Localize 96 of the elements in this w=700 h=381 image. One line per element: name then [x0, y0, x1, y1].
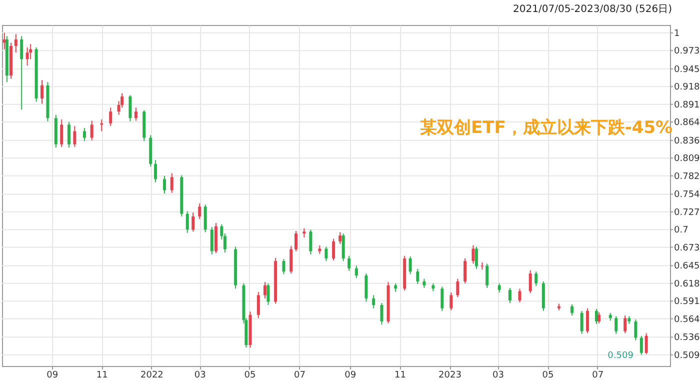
candlestick: [440, 286, 444, 312]
y-tick-label: 0.591: [674, 297, 700, 308]
y-tick-label: 0.618: [674, 279, 700, 290]
candlestick: [20, 36, 24, 110]
x-tick-label: 09: [344, 370, 356, 380]
text: 2021/07/05-2023/08/30 (526日): [513, 4, 672, 15]
candlestick: [450, 292, 453, 311]
candlestick: [486, 263, 489, 288]
y-tick-label: 0.891: [674, 100, 700, 110]
candlestick: [624, 315, 627, 334]
candlestick: [640, 335, 643, 356]
y-tick-label: 0.782: [674, 172, 700, 182]
y-tick-label: 0.836: [674, 136, 700, 146]
x-tick-label: 07: [592, 370, 604, 380]
candlestick: [198, 202, 202, 220]
candlestick: [67, 122, 70, 148]
candlestick: [474, 246, 478, 270]
candlestick: [154, 160, 158, 183]
candlestick: [498, 282, 501, 294]
candlestick: [90, 120, 94, 141]
x-tick-label: 2022: [140, 370, 164, 380]
y-tick-label: 0.645: [674, 262, 700, 272]
x-tick-label: 05: [542, 370, 554, 380]
y-tick-label: 0.673: [674, 243, 700, 254]
candlestick: [614, 316, 618, 334]
candlestick: [354, 265, 358, 279]
annotation: 某双创ETF，成立以来下跌-45%: [419, 118, 673, 138]
candlestick: [508, 287, 512, 304]
candlestick: [464, 258, 467, 284]
candlestick: [528, 270, 532, 294]
candlestick: [408, 256, 412, 275]
x-tick-label: 11: [96, 370, 108, 380]
candlestick: [256, 291, 260, 319]
y-tick-label: 0.754: [674, 190, 700, 200]
candlestick: [338, 232, 342, 245]
x-tick-label: 11: [394, 370, 406, 380]
candlestick: [580, 310, 584, 334]
x-tick-label: 07: [294, 370, 306, 380]
x-tick-label: 2023: [438, 370, 462, 380]
candlestick: [595, 308, 598, 325]
annotation: 0.509: [608, 350, 634, 361]
candlestick: [332, 238, 336, 261]
x-tick-label: 03: [492, 370, 504, 380]
candlestick: [348, 255, 351, 272]
candlestick: [192, 212, 195, 232]
candlestick: [372, 294, 376, 309]
candlestick: [73, 125, 76, 148]
candlestick: [324, 246, 328, 262]
candlestick: [204, 204, 207, 233]
candlestick: [282, 258, 286, 275]
candlestick: [186, 210, 189, 234]
candlestick: [416, 268, 420, 285]
x-tick-label: 05: [244, 370, 256, 380]
candlestick: [380, 302, 384, 326]
candlestick: [82, 127, 86, 142]
candlestick: [14, 34, 18, 54]
candlestick: [302, 228, 306, 238]
candlestick: [40, 80, 44, 104]
y-tick-label: 0.564: [674, 314, 700, 325]
candlestick: [60, 118, 64, 148]
candlestick: [518, 288, 522, 303]
candlestick: [294, 230, 298, 252]
candlestick: [472, 244, 475, 264]
candlestick: [634, 318, 638, 341]
candlestick: [210, 226, 214, 256]
y-tick-label: 0.536: [674, 333, 700, 344]
y-tick-label: 0.918: [674, 82, 700, 93]
candlestick: [134, 107, 138, 122]
candlestick: [342, 233, 345, 262]
x-tick-label: 09: [46, 370, 58, 380]
y-tick-label: 0.727: [674, 208, 700, 218]
candlestick: [644, 332, 648, 355]
candlestick: [364, 273, 368, 302]
y-tick-label: 0.509: [674, 350, 700, 361]
x-tick-label: 03: [194, 370, 206, 380]
candlestick: [163, 175, 166, 194]
candlestick: [26, 46, 29, 66]
y-tick-label: 0.864: [674, 118, 700, 128]
candlestick: [263, 282, 266, 299]
candlestick: [266, 282, 270, 306]
candlestick: [456, 278, 460, 298]
y-tick-label: 0.973: [674, 46, 700, 57]
candlestick: [170, 172, 174, 194]
candlestick: [570, 304, 574, 316]
candlestick: [586, 308, 590, 334]
candlestick: [534, 271, 538, 286]
candlestick: [128, 94, 132, 122]
y-tick-label: 0.809: [674, 154, 700, 164]
y-tick-label: 0.945: [674, 64, 700, 75]
candlestick: [422, 278, 426, 288]
candlestick: [597, 312, 600, 324]
candlestick: [309, 229, 312, 256]
y-tick-label: 1: [674, 28, 680, 39]
candlestick: [109, 107, 112, 126]
candlestick: [290, 245, 293, 274]
y-tick-label: 0.7: [674, 226, 688, 236]
